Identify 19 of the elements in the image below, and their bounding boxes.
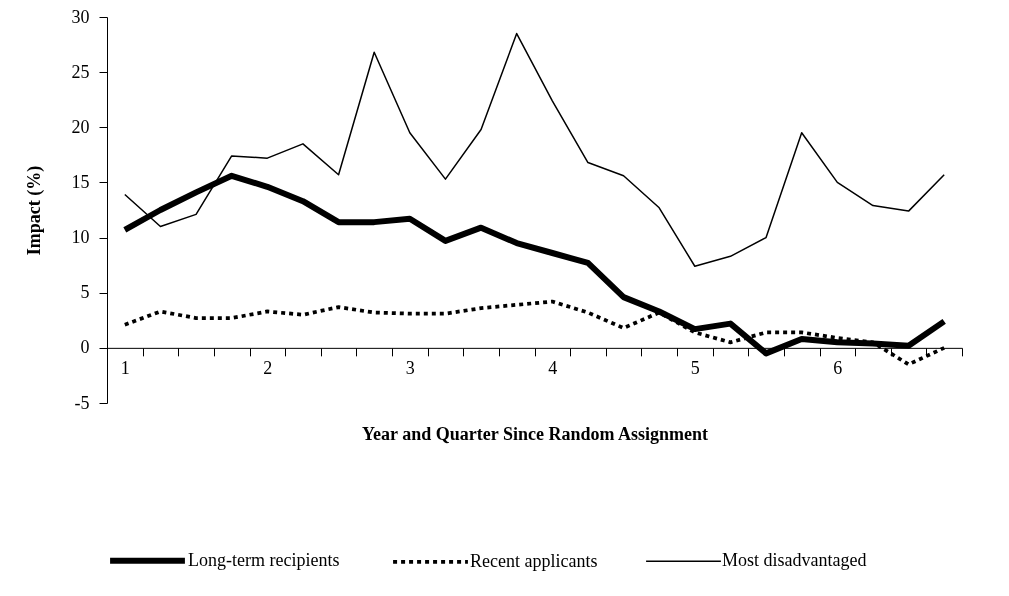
y-axis-title: Impact (%) [23, 165, 45, 256]
x-tick-label: 4 [548, 358, 558, 379]
legend-label: Most disadvantaged [722, 550, 867, 571]
y-tick-label: 30 [71, 6, 90, 27]
y-tick-label: 0 [80, 337, 90, 358]
y-tick-label: 25 [71, 61, 90, 82]
y-tick-label: 15 [71, 171, 90, 192]
y-tick-label: 20 [71, 116, 90, 137]
y-tick-label: 10 [71, 227, 90, 248]
x-tick-label: 1 [120, 358, 130, 379]
x-tick-label: 5 [690, 358, 700, 379]
legend-label: Recent applicants [470, 550, 598, 571]
y-tick-label: -5 [74, 392, 90, 413]
x-tick-label: 6 [833, 358, 843, 379]
y-tick-label: 5 [80, 282, 90, 303]
x-tick-label: 3 [405, 358, 415, 379]
x-tick-label: 2 [263, 358, 273, 379]
legend-label: Long-term recipients [188, 549, 340, 570]
x-axis-title: Year and Quarter Since Random Assignment [362, 424, 708, 445]
